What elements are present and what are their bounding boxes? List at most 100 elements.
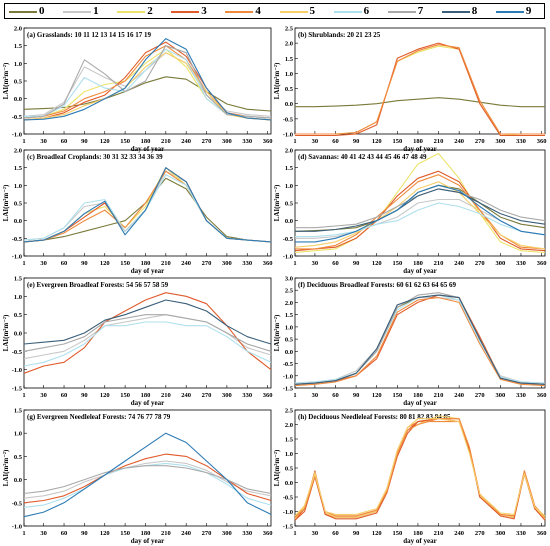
x-tick-label: 240 [454, 260, 464, 267]
x-tick-label: 210 [434, 530, 444, 537]
y-tick-label: 1.0 [285, 183, 293, 190]
y-tick-label: 0.5 [285, 86, 294, 93]
series-line-59 [23, 299, 272, 345]
legend-label: 0 [39, 5, 45, 17]
x-tick-label: 180 [141, 138, 151, 145]
x-tick-label: 1 [293, 138, 296, 145]
x-tick-label: 1 [293, 530, 296, 537]
chart-panel-0: -1.0-0.50.00.51.01.52.01 30 60 90 120 150 180 2… [2, 26, 272, 154]
y-tick-label: -0.5 [12, 349, 23, 356]
series-line-74 [23, 460, 272, 499]
series-line-43 [294, 170, 546, 252]
chart-panel-1: -1.0 -0.5 0.0 0.5 1.0 1.5 2.0 2.5 1 30 60 90 120 150 1… [273, 26, 546, 154]
x-tick-label: 150 [120, 138, 130, 145]
x-tick-label: 120 [372, 260, 382, 267]
x-axis-label: day of year [131, 399, 164, 407]
y-tick-label: 0.0 [14, 96, 22, 103]
series-line-45 [294, 181, 546, 250]
y-tick-label: 0.0 [285, 218, 293, 225]
x-tick-label: 240 [181, 530, 191, 537]
legend-label: 6 [363, 5, 370, 17]
series-line-63 [294, 297, 546, 387]
y-tick-label: 1.5 [285, 56, 294, 63]
x-tick-label: 270 [202, 392, 212, 399]
series-line-46 [295, 202, 546, 238]
panel-title: (e) Evergreen Broadleaf Forests: 54 56 5… [27, 281, 169, 289]
plot-frame [294, 277, 546, 389]
panel-title: (f) Deciduous Broadleaf Forests: 60 61 6… [298, 281, 457, 289]
y-axis-label: LAI(m²m⁻²) [2, 314, 10, 351]
y-tick-label: 1.0 [285, 451, 293, 458]
x-tick-label: 150 [392, 138, 402, 145]
chart-panel-2: -1.0 -0.5 0.0 0.5 1.0 1.5 2.0 1 30 60 90 120 150 180 2… [2, 148, 272, 276]
x-tick-label: 30 [312, 260, 319, 267]
x-tick-label: 360 [537, 260, 547, 267]
legend-label: 9 [525, 5, 532, 17]
x-tick-label: 90 [353, 530, 360, 537]
y-tick-label: 0.5 [285, 337, 294, 344]
legend-swatch [441, 11, 470, 13]
y-tick-label: 0.0 [14, 218, 22, 225]
x-tick-label: 240 [454, 530, 464, 537]
x-tick-label: 240 [181, 260, 191, 267]
x-tick-label: 180 [413, 530, 423, 537]
x-tick-label: 180 [413, 260, 423, 267]
y-tick-label: 0.0 [14, 477, 22, 484]
x-tick-label: 180 [413, 392, 423, 399]
x-tick-label: 150 [392, 260, 402, 267]
series-line-48 [295, 188, 546, 232]
y-tick-label: 1.0 [14, 183, 22, 190]
x-tick-label: 270 [202, 260, 212, 267]
series-line-84 [294, 418, 546, 518]
legend-label: 4 [255, 5, 261, 17]
x-tick-label: 360 [537, 530, 547, 537]
x-tick-label: 300 [222, 260, 232, 267]
y-tick-label: 0.5 [14, 79, 23, 86]
x-tick-label: 30 [312, 138, 319, 145]
y-tick-label: 1.5 [14, 276, 23, 283]
legend-item-1: 1 [59, 4, 113, 18]
x-tick-label: 60 [332, 530, 339, 537]
y-axis-label: LAI(m²m⁻²) [273, 314, 281, 351]
y-tick-label: -0.5 [283, 495, 294, 502]
x-tick-label: 60 [332, 260, 339, 267]
legend-swatch [387, 11, 416, 13]
x-tick-label: 270 [475, 260, 485, 267]
x-tick-label: 270 [475, 138, 485, 145]
x-tick-label: 180 [141, 530, 151, 537]
y-tick-label: -1.0 [12, 367, 22, 374]
legend-swatch [171, 11, 200, 13]
legend-label: 1 [93, 5, 99, 17]
legend-item-2: 2 [113, 4, 167, 18]
x-tick-label: 1 [22, 530, 25, 537]
x-tick-label: 210 [434, 392, 444, 399]
series-line-44 [295, 174, 546, 250]
series-line-41 [295, 198, 546, 239]
chart-panel-7: -1.5 -1.0 -0.5 0.0 0.5 1.0 1.5 2.0 2.5 1 30 60 90 120… [273, 408, 546, 546]
y-tick-label: 2.0 [285, 300, 293, 307]
x-tick-label: 210 [161, 260, 171, 267]
series-line-58 [23, 314, 272, 352]
x-tick-label: 210 [161, 392, 171, 399]
x-tick-label: 180 [413, 138, 423, 145]
legend-swatch [9, 11, 37, 13]
panel-title: (h) Deciduous Needleleaf Forests: 80 81 … [298, 413, 451, 421]
y-tick-label: 2.0 [285, 422, 293, 429]
x-tick-label: 120 [372, 138, 382, 145]
x-tick-label: 360 [263, 392, 273, 399]
x-tick-label: 330 [242, 530, 252, 537]
y-tick-label: 1.5 [14, 43, 23, 50]
chart-panel-6: -1.0 -0.5 0.0 0.5 1.0 1.5 1 30 60 90 120 150 180 210 2… [2, 408, 272, 546]
series-line-39 [23, 167, 272, 243]
x-tick-label: 330 [516, 392, 526, 399]
x-axis-label: day of year [403, 267, 436, 275]
x-tick-label: 240 [454, 138, 464, 145]
panel-title: (b) Shrublands: 20 21 23 25 [298, 31, 381, 39]
y-tick-label: 0.5 [14, 454, 23, 461]
x-tick-label: 240 [181, 392, 191, 399]
plot-frame [23, 27, 272, 135]
x-tick-label: 270 [202, 138, 212, 145]
x-tick-label: 90 [81, 138, 88, 145]
legend-item-0: 0 [5, 4, 59, 18]
